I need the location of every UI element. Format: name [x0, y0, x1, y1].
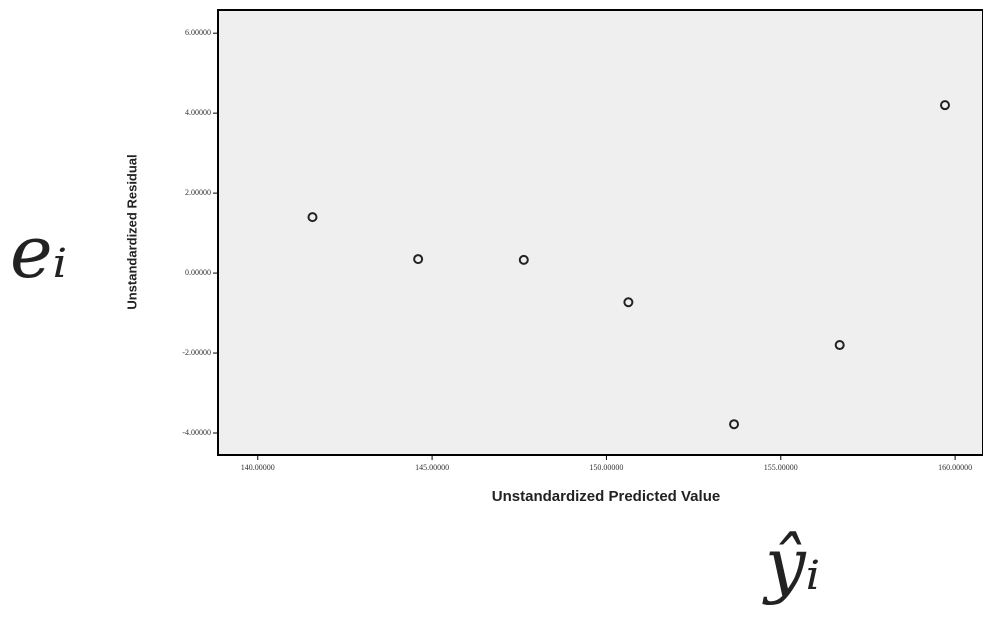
- y-tick-label: 0.00000: [185, 268, 211, 277]
- y-tick-label: -4.00000: [182, 428, 211, 437]
- point: [307, 212, 318, 223]
- point: [729, 419, 740, 430]
- y-tick-label: 2.00000: [185, 188, 211, 197]
- point: [939, 100, 950, 111]
- point: [413, 254, 424, 265]
- x-tick-label: 160.00000: [938, 463, 972, 472]
- y-axis-title: Unstandardized Residual: [124, 154, 139, 309]
- x-tick-label: 145.00000: [415, 463, 449, 472]
- point: [623, 297, 634, 308]
- plot-area: [217, 9, 983, 456]
- point: [518, 254, 529, 265]
- y-tick-label: 6.00000: [185, 28, 211, 37]
- x-tick-label: 155.00000: [764, 463, 798, 472]
- x-tick-label: 150.00000: [589, 463, 623, 472]
- x-tick-label: 140.00000: [241, 463, 275, 472]
- annotation: ŷᵢ: [762, 522, 820, 606]
- y-tick-label: 4.00000: [185, 108, 211, 117]
- point: [834, 340, 845, 351]
- annotation: eᵢ: [10, 210, 67, 294]
- y-tick-label: -2.00000: [182, 348, 211, 357]
- x-axis-title: Unstandardized Predicted Value: [492, 488, 720, 505]
